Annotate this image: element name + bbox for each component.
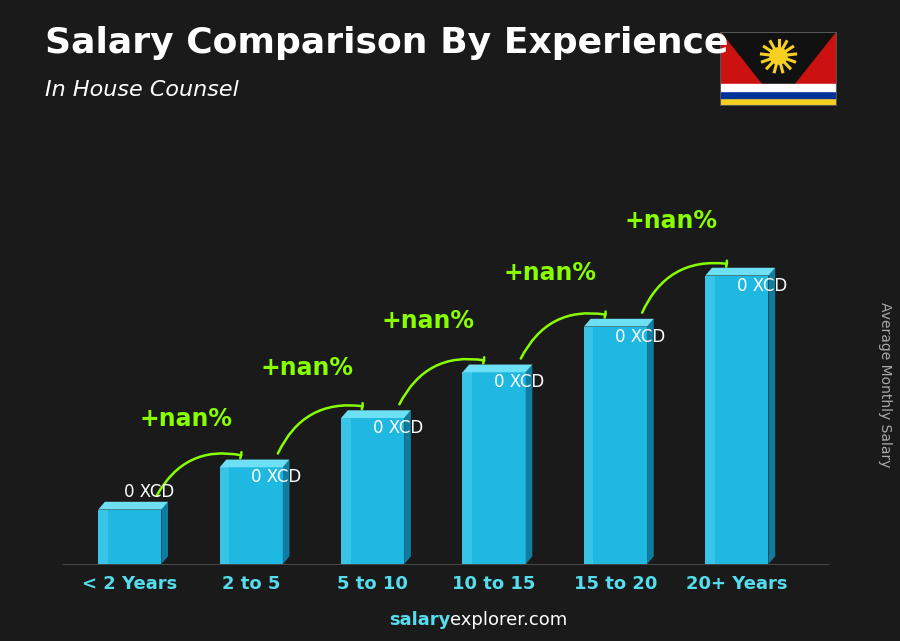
Bar	[706, 276, 715, 564]
Bar	[220, 467, 283, 564]
Text: In House Counsel: In House Counsel	[45, 80, 239, 100]
Bar	[720, 91, 837, 97]
Bar	[341, 418, 404, 564]
Text: +nan%: +nan%	[382, 309, 475, 333]
Bar	[98, 510, 108, 564]
Polygon shape	[220, 460, 290, 467]
Bar	[220, 467, 230, 564]
Bar	[720, 85, 837, 91]
Polygon shape	[161, 502, 168, 564]
Polygon shape	[769, 268, 775, 564]
Text: Average Monthly Salary: Average Monthly Salary	[878, 302, 892, 467]
Circle shape	[770, 48, 788, 64]
Bar	[463, 372, 526, 564]
Text: 0 XCD: 0 XCD	[123, 483, 174, 501]
Bar	[584, 326, 647, 564]
Text: Salary Comparison By Experience: Salary Comparison By Experience	[45, 26, 728, 60]
Text: +nan%: +nan%	[625, 208, 718, 233]
Polygon shape	[404, 410, 411, 564]
Polygon shape	[98, 502, 168, 510]
Text: +nan%: +nan%	[503, 262, 597, 285]
Text: 0 XCD: 0 XCD	[616, 328, 666, 345]
Text: 0 XCD: 0 XCD	[251, 469, 302, 487]
Bar	[706, 276, 769, 564]
Polygon shape	[706, 268, 775, 276]
Bar	[98, 510, 161, 564]
Polygon shape	[778, 32, 837, 106]
Polygon shape	[647, 319, 653, 564]
Bar	[720, 97, 837, 106]
Bar	[584, 326, 593, 564]
Polygon shape	[584, 319, 653, 326]
Text: +nan%: +nan%	[140, 408, 232, 431]
Bar	[463, 372, 472, 564]
Polygon shape	[463, 365, 532, 372]
Polygon shape	[526, 365, 532, 564]
Text: salary: salary	[389, 611, 450, 629]
Text: 0 XCD: 0 XCD	[494, 373, 544, 392]
Text: +nan%: +nan%	[261, 356, 354, 380]
Text: 0 XCD: 0 XCD	[737, 276, 788, 295]
Polygon shape	[720, 32, 778, 106]
Polygon shape	[283, 460, 290, 564]
Text: 0 XCD: 0 XCD	[373, 419, 423, 437]
Text: explorer.com: explorer.com	[450, 611, 567, 629]
Bar	[341, 418, 350, 564]
Polygon shape	[341, 410, 411, 418]
